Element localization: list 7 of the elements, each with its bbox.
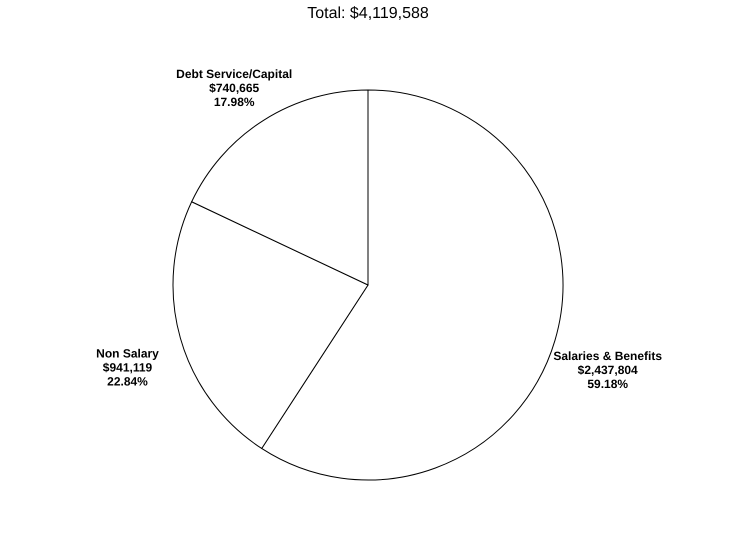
chart-title: Total: $4,119,588 bbox=[307, 5, 429, 22]
slice-label: Debt Service/Capital bbox=[176, 66, 292, 81]
slice-label: Non Salary bbox=[96, 346, 160, 360]
data-label: $740,665 17.98% bbox=[209, 80, 260, 109]
data-label: $941,119 22.84% bbox=[102, 360, 153, 388]
data-label: $2,437,804 59.18% bbox=[578, 363, 638, 392]
slice-label: Salaries & Benefits bbox=[553, 349, 662, 364]
